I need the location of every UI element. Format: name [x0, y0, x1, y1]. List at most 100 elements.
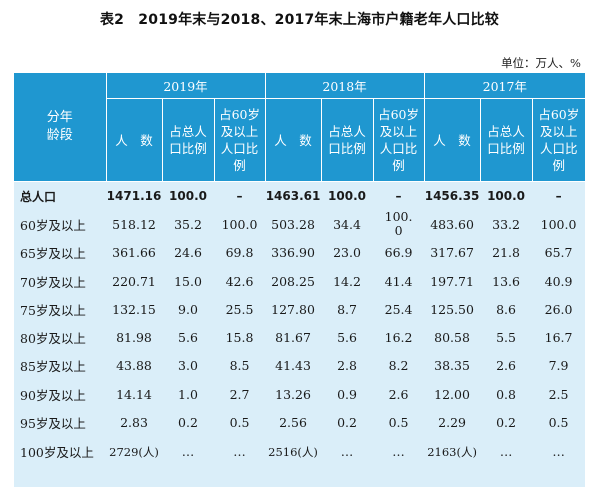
- row-label: 总人口: [20, 189, 57, 204]
- table-row-total: 总人口 1471.16 100.0 – 1463.61 100.0 – 1456…: [14, 182, 585, 211]
- cell-share-of-total: 100.0: [328, 189, 367, 204]
- row-label: 90岁及以上: [20, 387, 86, 403]
- row-label: 85岁及以上: [20, 359, 86, 375]
- cell-population: 132.15: [112, 301, 156, 317]
- cell-population: 2729(人): [109, 444, 159, 459]
- cell-share-of-60plus: 0.5: [548, 415, 569, 431]
- cell-share-of-total: 5.6: [178, 330, 198, 346]
- cell-population: 220.71: [112, 273, 156, 289]
- cell-population: 12.00: [434, 386, 470, 402]
- cell-share-of-total: 5.6: [337, 330, 357, 346]
- table-row: 80岁及以上 81.98 5.6 15.8 81.67 5.6 16.2 80.…: [14, 323, 585, 351]
- cell-share-of-60plus: 40.9: [544, 273, 573, 289]
- cell-share-of-total: 14.2: [333, 273, 361, 289]
- col-header-line: 占60岁: [219, 107, 260, 122]
- age-group-header-line: 分年: [46, 110, 73, 125]
- cell-population: 2.56: [279, 415, 307, 431]
- population-table: 分年 龄段 2019年 2018年 2017年 人 数 占总人 口比例 占60岁及…: [14, 73, 585, 467]
- cell-share-of-60plus: 100.0: [373, 210, 424, 238]
- col-header-line: 占总人: [328, 124, 366, 139]
- table-row: 60岁及以上 518.12 35.2 100.0 503.28 34.4 100…: [14, 210, 585, 238]
- cell-population: 197.71: [430, 273, 474, 289]
- cell-population: 518.12: [112, 216, 156, 232]
- cell-population: 336.90: [271, 245, 315, 261]
- cell-share-of-total: 34.4: [333, 216, 361, 232]
- col-header-line: 人口比: [220, 141, 259, 156]
- cell-share-of-total: 21.8: [492, 245, 520, 261]
- cell-share-of-60plus: 41.4: [384, 273, 413, 289]
- cell-share-of-total: 8.7: [337, 301, 357, 317]
- cell-share-of-total: 0.2: [178, 415, 198, 431]
- cell-share-of-60plus: 15.8: [225, 330, 254, 346]
- cell-share-of-total: 24.6: [174, 245, 202, 261]
- cell-share-of-total: 100.0: [169, 189, 207, 204]
- cell-share-of-total: 9.0: [178, 301, 198, 317]
- cell-population: 81.98: [116, 330, 152, 346]
- cell-population: 81.67: [275, 330, 311, 346]
- cell-population: 208.25: [271, 273, 315, 289]
- table-row: 75岁及以上 132.15 9.0 25.5 127.80 8.7 25.4 1…: [14, 295, 585, 323]
- cell-population: 127.80: [271, 301, 315, 317]
- cell-share-of-60plus: 66.9: [384, 245, 413, 261]
- cell-share-of-total: 0.2: [337, 415, 357, 431]
- cell-share-of-60plus: 8.2: [388, 358, 409, 374]
- col-header-population: 人 数: [265, 98, 322, 182]
- cell-share-of-60plus: 8.5: [229, 358, 250, 374]
- col-header-share-of-total: 占总人 口比例: [321, 98, 374, 182]
- cell-share-of-total: …: [499, 444, 513, 460]
- cell-share-of-total: 0.2: [496, 415, 516, 431]
- cell-population: 125.50: [430, 301, 474, 317]
- data-table-container: 分年 龄段 2019年 2018年 2017年 人 数 占总人 口比例 占60岁及…: [14, 73, 585, 487]
- cell-share-of-60plus: 25.4: [384, 301, 413, 317]
- col-header-line: 占总人: [487, 124, 525, 139]
- cell-share-of-60plus: 42.6: [225, 273, 254, 289]
- cell-population: 361.66: [112, 245, 156, 261]
- cell-share-of-60plus: 0.5: [229, 415, 250, 431]
- cell-share-of-total: 3.0: [178, 358, 198, 374]
- cell-share-of-60plus: 100.0: [540, 216, 577, 232]
- col-header-share-of-total: 占总人 口比例: [162, 98, 215, 182]
- col-header-share-of-60plus: 占60岁 及以上 人口比例: [373, 98, 425, 182]
- table-row: 70岁及以上 220.71 15.0 42.6 208.25 14.2 41.4…: [14, 267, 585, 295]
- cell-share-of-total: 100.0: [487, 189, 526, 204]
- row-label: 80岁及以上: [20, 331, 86, 347]
- cell-share-of-total: 1.0: [178, 386, 198, 402]
- cell-share-of-total: 15.0: [174, 273, 202, 289]
- cell-share-of-60plus: 2.7: [229, 386, 250, 402]
- row-label: 70岁及以上: [20, 274, 86, 290]
- row-label: 75岁及以上: [20, 302, 86, 318]
- cell-population: 483.60: [430, 216, 474, 232]
- cell-population: 1463.61: [265, 189, 321, 204]
- col-header-line: 例: [392, 158, 405, 173]
- row-label: 95岁及以上: [20, 416, 86, 432]
- col-header-line: 口比例: [487, 141, 525, 156]
- col-header-line: 及以上: [540, 124, 578, 139]
- cell-population: 1456.35: [424, 189, 480, 204]
- col-header-population: 人 数: [106, 98, 163, 182]
- year-header-2019: 2019年: [106, 73, 266, 99]
- col-header-line: 及以上: [220, 124, 259, 139]
- cell-share-of-60plus: …: [233, 444, 246, 460]
- cell-population: 14.14: [116, 386, 152, 402]
- cell-share-of-total: 23.0: [333, 245, 361, 261]
- table-row: 85岁及以上 43.88 3.0 8.5 41.43 2.8 8.2 38.35…: [14, 352, 585, 380]
- wrapped-value: 100. 0: [384, 209, 413, 239]
- cell-share-of-total: …: [181, 444, 195, 460]
- col-header-population: 人 数: [424, 98, 481, 182]
- cell-share-of-total: 35.2: [174, 216, 202, 232]
- row-label: 65岁及以上: [20, 246, 86, 262]
- cell-share-of-total: …: [340, 444, 354, 460]
- cell-population: 317.67: [430, 245, 474, 261]
- col-header-share-of-total: 占总人 口比例: [480, 98, 533, 182]
- unit-label: 单位：万人、%: [501, 56, 581, 70]
- col-header-line: 例: [552, 158, 566, 173]
- col-header-line: 口比例: [169, 141, 207, 156]
- cell-share-of-60plus: 69.8: [225, 245, 254, 261]
- table-title: 表2 2019年末与2018、2017年末上海市户籍老年人口比较: [99, 12, 500, 28]
- col-header-share-of-60plus: 占60岁 及以上 人口比例: [214, 98, 266, 182]
- col-header-line: 占总人: [169, 124, 207, 139]
- cell-population: 2516(人): [268, 444, 318, 459]
- year-header-2017: 2017年: [424, 73, 585, 99]
- col-header-line: 人 数: [115, 132, 153, 148]
- cell-share-of-total: 2.8: [337, 358, 357, 374]
